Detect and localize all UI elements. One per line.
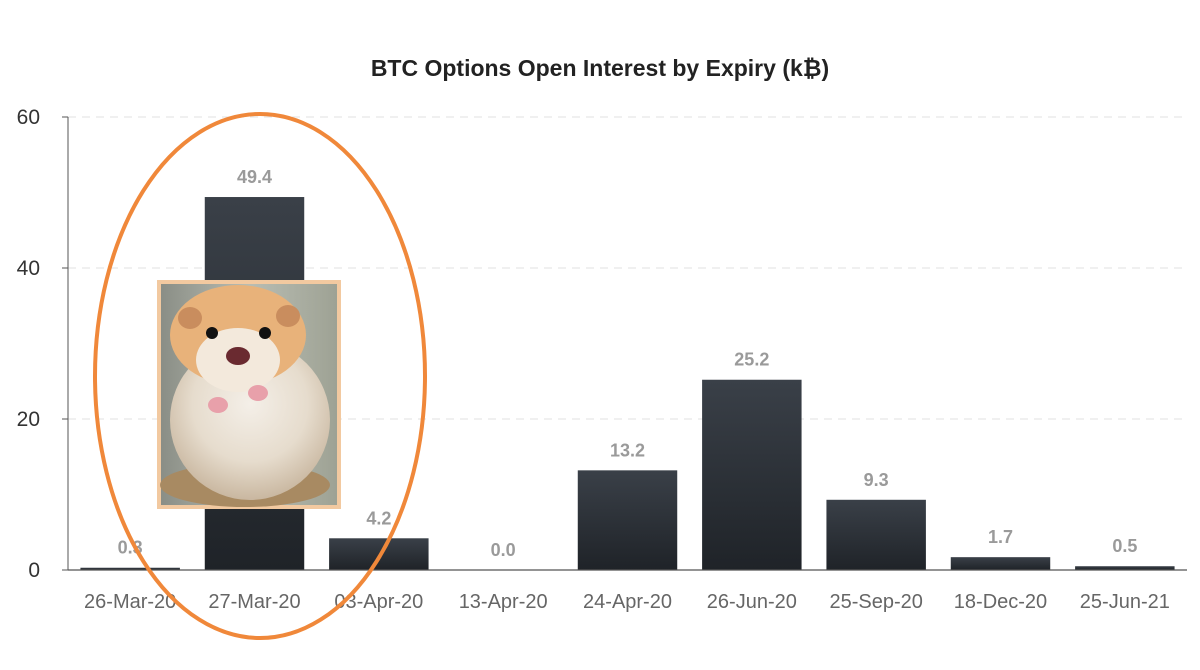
bar-24-Apr-20 [577,470,678,570]
bar-26-Jun-20 [702,379,802,570]
y-axis: 0 20 40 60 [17,106,69,582]
data-label-25-Sep-20: 9.3 [864,470,889,490]
data-label-25-Jun-21: 0.5 [1112,536,1137,556]
hamster-photo [157,280,341,509]
chart-title: BTC Options Open Interest by Expiry (k₿) [371,55,829,81]
x-tick-label-27-Mar-20: 27-Mar-20 [208,591,300,613]
x-tick-label-13-Apr-20: 13-Apr-20 [459,591,548,613]
bar-25-Sep-20 [826,499,926,570]
x-tick-label-25-Jun-21: 25-Jun-21 [1080,591,1170,613]
x-tick-label-25-Sep-20: 25-Sep-20 [829,591,922,613]
data-label-24-Apr-20: 13.2 [610,440,645,460]
x-tick-label-24-Apr-20: 24-Apr-20 [583,591,672,613]
data-label-26-Jun-20: 25.2 [734,350,769,370]
bars [80,197,1175,570]
data-label-03-Apr-20: 4.2 [366,508,391,528]
data-labels: 0.349.44.20.013.225.29.31.7 0.5 [118,167,1138,560]
y-tick-label: 0 [28,559,40,582]
data-label-13-Apr-20: 0.0 [491,540,516,560]
x-tick-label-03-Apr-20: 03-Apr-20 [334,591,423,613]
y-tick-label: 40 [17,257,40,280]
highlight-ellipse [93,112,427,640]
data-label-27-Mar-20: 49.4 [237,167,272,187]
y-tick-label: 60 [17,106,40,129]
data-label-18-Dec-20: 1.7 [988,527,1013,547]
bar-25-Jun-21 [1075,566,1175,570]
y-tick-label: 20 [17,408,40,431]
x-tick-label-26-Jun-20: 26-Jun-20 [707,591,797,613]
x-tick-label-26-Mar-20: 26-Mar-20 [84,591,176,613]
bar-26-Mar-20 [80,567,180,570]
x-tick-label-18-Dec-20: 18-Dec-20 [954,591,1047,613]
x-axis: 26-Mar-20 27-Mar-20 03-Apr-20 13-Apr-20 24-A… [68,569,1187,613]
bar-18-Dec-20 [950,557,1051,570]
